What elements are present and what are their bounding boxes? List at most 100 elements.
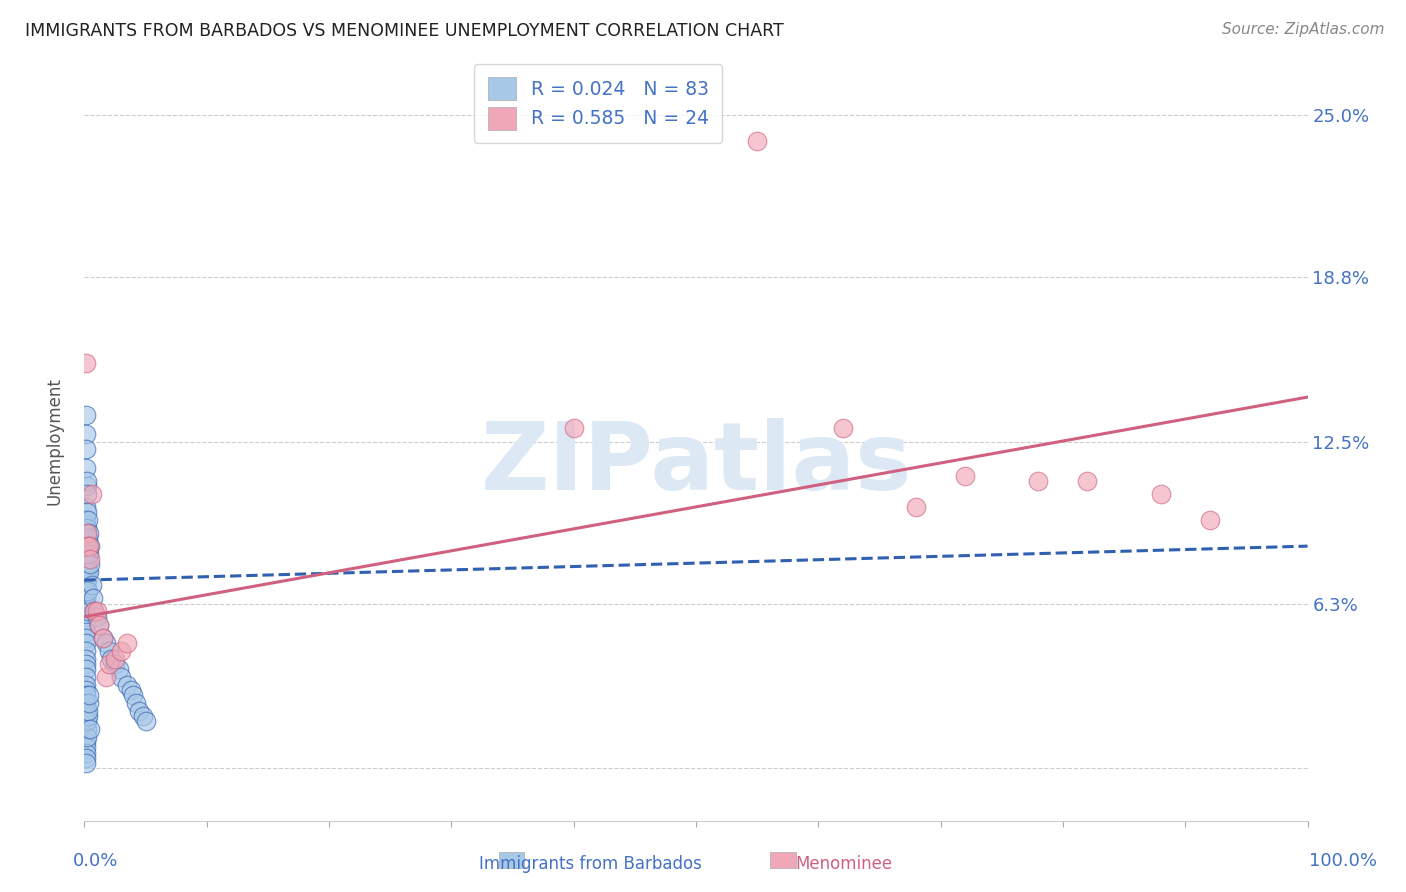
Point — [104, 657, 127, 671]
Text: ZIPatlas: ZIPatlas — [481, 418, 911, 510]
Point — [953, 468, 976, 483]
Point — [77, 709, 100, 723]
Point — [75, 643, 97, 657]
Point — [100, 651, 122, 665]
Point — [76, 531, 98, 545]
Point — [76, 521, 98, 535]
Point — [1028, 474, 1050, 488]
Point — [76, 479, 98, 493]
Point — [75, 513, 97, 527]
Point — [77, 547, 100, 561]
Point — [76, 487, 98, 501]
Point — [110, 670, 132, 684]
Point — [132, 709, 155, 723]
Point — [87, 617, 110, 632]
Point — [96, 636, 118, 650]
Point — [135, 714, 157, 729]
Point — [77, 566, 100, 580]
Point — [77, 566, 100, 580]
Point — [75, 625, 97, 640]
Point — [77, 696, 100, 710]
Point — [75, 591, 97, 606]
Point — [115, 636, 138, 650]
Point — [79, 552, 101, 566]
Point — [75, 631, 97, 645]
Point — [75, 566, 97, 580]
Point — [77, 531, 100, 545]
Point — [75, 526, 97, 541]
Point — [77, 583, 100, 598]
Point — [125, 696, 148, 710]
Point — [1198, 513, 1220, 527]
Point — [75, 704, 97, 718]
Point — [75, 688, 97, 702]
Point — [77, 539, 100, 553]
Point — [75, 696, 97, 710]
Point — [75, 678, 97, 692]
Point — [75, 426, 97, 441]
Point — [91, 631, 114, 645]
Point — [77, 539, 100, 553]
Point — [76, 505, 98, 519]
FancyBboxPatch shape — [770, 852, 796, 868]
Point — [75, 583, 97, 598]
Point — [122, 688, 145, 702]
Point — [77, 704, 100, 718]
Point — [83, 605, 105, 619]
Point — [75, 460, 97, 475]
Text: 100.0%: 100.0% — [1309, 852, 1376, 870]
Point — [76, 599, 98, 614]
Point — [75, 756, 97, 771]
Point — [1150, 487, 1173, 501]
Point — [75, 500, 97, 514]
Point — [87, 617, 110, 632]
Point — [128, 704, 150, 718]
Point — [75, 746, 97, 760]
Point — [91, 631, 114, 645]
Point — [79, 539, 101, 553]
Point — [75, 657, 97, 671]
Point — [75, 670, 97, 684]
Point — [86, 605, 108, 619]
Point — [1076, 474, 1098, 488]
Point — [75, 442, 97, 457]
Point — [75, 356, 97, 370]
Point — [104, 651, 127, 665]
Point — [97, 657, 120, 671]
Point — [75, 751, 97, 765]
Point — [76, 730, 98, 744]
Point — [83, 605, 105, 619]
Point — [120, 682, 142, 697]
Point — [77, 688, 100, 702]
Point — [75, 682, 97, 697]
Point — [831, 421, 853, 435]
Point — [76, 558, 98, 572]
Point — [77, 513, 100, 527]
Point — [75, 409, 97, 423]
Text: IMMIGRANTS FROM BARBADOS VS MENOMINEE UNEMPLOYMENT CORRELATION CHART: IMMIGRANTS FROM BARBADOS VS MENOMINEE UN… — [25, 22, 785, 40]
Text: 0.0%: 0.0% — [73, 852, 118, 870]
Point — [75, 552, 97, 566]
Point — [82, 591, 104, 606]
Text: Source: ZipAtlas.com: Source: ZipAtlas.com — [1222, 22, 1385, 37]
Point — [75, 617, 97, 632]
Point — [75, 651, 97, 665]
Point — [75, 539, 97, 553]
Point — [79, 722, 101, 736]
Point — [75, 735, 97, 749]
Point — [75, 599, 97, 614]
Point — [97, 643, 120, 657]
Point — [80, 578, 103, 592]
Point — [76, 474, 98, 488]
Point — [96, 670, 118, 684]
Point — [76, 583, 98, 598]
Point — [115, 678, 138, 692]
Point — [77, 605, 100, 619]
Point — [77, 547, 100, 561]
Text: Menominee: Menominee — [794, 855, 893, 872]
Point — [75, 662, 97, 676]
Point — [905, 500, 928, 514]
Y-axis label: Unemployment: Unemployment — [45, 377, 63, 506]
Point — [75, 636, 97, 650]
Point — [76, 714, 98, 729]
